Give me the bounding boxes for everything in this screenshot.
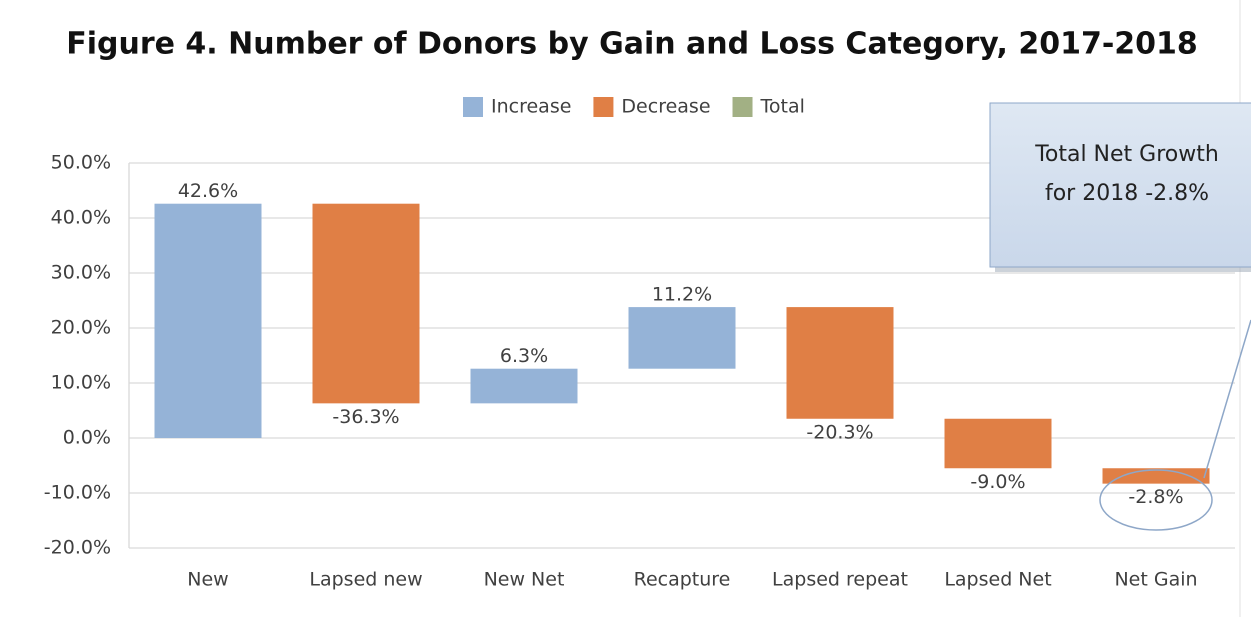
legend-swatch bbox=[463, 97, 483, 117]
y-tick-label: -20.0% bbox=[44, 537, 111, 559]
bar bbox=[154, 203, 262, 438]
x-tick-label: New Net bbox=[484, 569, 565, 591]
y-tick-label: 20.0% bbox=[51, 317, 111, 339]
chart-title: Figure 4. Number of Donors by Gain and L… bbox=[66, 27, 1198, 62]
y-tick-label: 30.0% bbox=[51, 262, 111, 284]
data-label: -9.0% bbox=[970, 471, 1025, 493]
annotation-text: Total Net Growth bbox=[1034, 142, 1219, 167]
data-label: -20.3% bbox=[806, 421, 873, 443]
annotation-text: for 2018 -2.8% bbox=[1045, 181, 1209, 206]
bar bbox=[786, 307, 894, 419]
data-label: -2.8% bbox=[1128, 486, 1183, 508]
data-label: -36.3% bbox=[332, 406, 399, 428]
data-label: 42.6% bbox=[178, 180, 238, 202]
y-tick-label: 10.0% bbox=[51, 372, 111, 394]
legend-label: Total bbox=[760, 96, 805, 118]
y-tick-label: -10.0% bbox=[44, 482, 111, 504]
data-label: 11.2% bbox=[652, 284, 712, 306]
bar bbox=[628, 307, 736, 369]
x-tick-label: Lapsed new bbox=[309, 569, 422, 591]
legend-label: Decrease bbox=[621, 96, 710, 118]
legend-swatch bbox=[593, 97, 614, 117]
legend-swatch bbox=[732, 97, 753, 117]
x-tick-label: Lapsed repeat bbox=[772, 569, 908, 591]
bar bbox=[944, 418, 1052, 469]
bar bbox=[312, 203, 420, 404]
bar bbox=[470, 368, 578, 404]
legend-label: Increase bbox=[491, 96, 571, 118]
y-tick-label: 0.0% bbox=[63, 427, 111, 449]
annotation-box bbox=[989, 102, 1251, 268]
y-tick-label: 40.0% bbox=[51, 207, 111, 229]
x-tick-label: Net Gain bbox=[1114, 569, 1197, 591]
y-tick-label: 50.0% bbox=[51, 152, 111, 174]
bar bbox=[1102, 468, 1210, 484]
annotation-leader bbox=[1203, 319, 1251, 479]
x-tick-label: Lapsed Net bbox=[944, 569, 1051, 591]
x-tick-label: New bbox=[187, 569, 228, 591]
x-tick-label: Recapture bbox=[634, 569, 731, 591]
data-label: 6.3% bbox=[500, 345, 548, 367]
highlight-ellipse bbox=[1099, 469, 1213, 531]
